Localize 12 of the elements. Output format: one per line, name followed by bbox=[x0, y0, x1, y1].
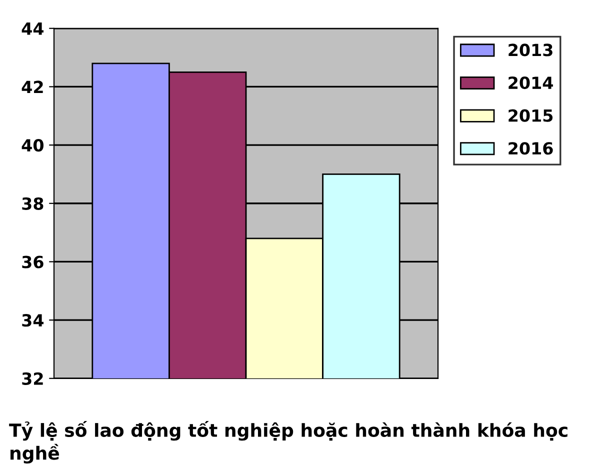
y-tick-label: 32 bbox=[22, 372, 43, 385]
text: Tỷ lệ số lao động tốt nghiệp hoặc hoàn thành khóa học nghề bbox=[9, 420, 568, 464]
legend-label: 2013 bbox=[508, 44, 552, 56]
legend-label: 2016 bbox=[508, 142, 553, 155]
legend-label: 2015 bbox=[508, 109, 553, 122]
y-tick-label: 34 bbox=[22, 314, 44, 327]
y-tick-label: 40 bbox=[22, 139, 44, 152]
legend-label: 2014 bbox=[508, 76, 553, 90]
y-tick-label: 42 bbox=[22, 80, 43, 94]
y-tick-label: 38 bbox=[22, 197, 44, 210]
y-tick-label: 36 bbox=[22, 256, 44, 268]
y-tick-label: 44 bbox=[22, 22, 44, 35]
